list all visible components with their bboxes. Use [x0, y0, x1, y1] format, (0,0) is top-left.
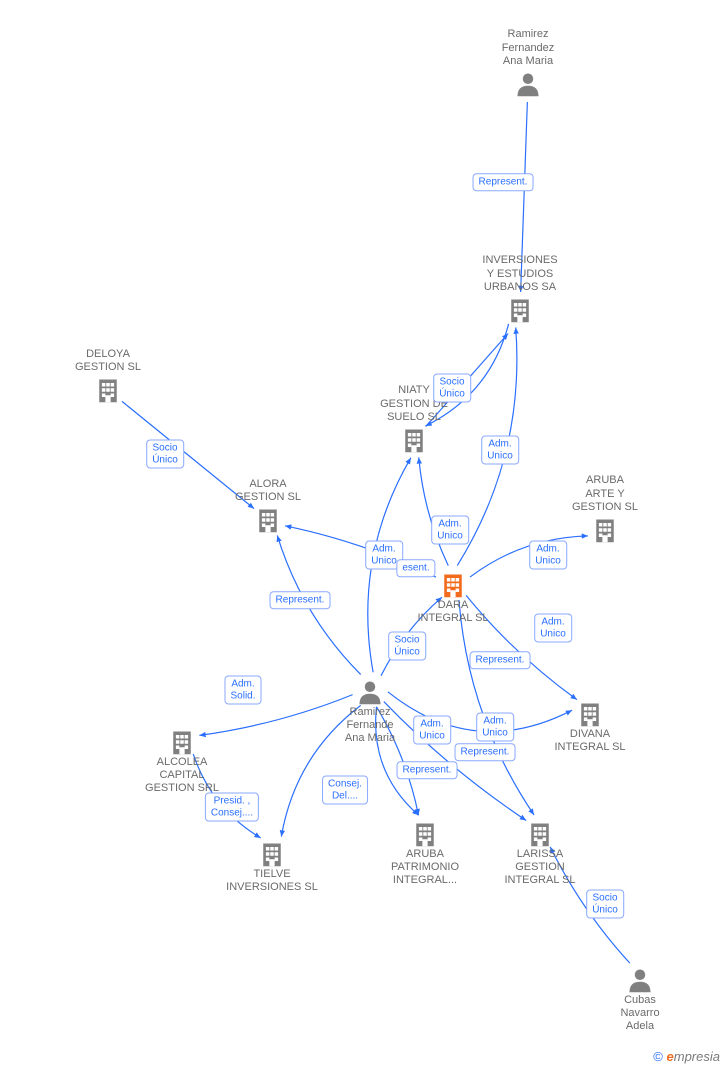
node-c_aruba_pat: ARUBA PATRIMONIO INTEGRAL...	[370, 818, 480, 888]
edge	[459, 600, 534, 815]
copyright-symbol: ©	[653, 1049, 663, 1064]
building-icon	[254, 506, 282, 534]
copyright: © empresia	[653, 1049, 720, 1064]
building-icon	[526, 820, 554, 848]
node-c_inv: INVERSIONES Y ESTUDIOS URBANOS SA	[465, 254, 575, 324]
building-icon	[94, 376, 122, 404]
building-icon	[576, 700, 604, 728]
node-c_alora: ALORA GESTION SL	[213, 478, 323, 534]
node-label: Ramirez Fernande Ana Maria	[315, 706, 425, 746]
building-icon	[439, 571, 467, 599]
node-label: ARUBA ARTE Y GESTION SL	[550, 474, 660, 514]
edge-label: Adm. Unico	[413, 716, 451, 745]
building-icon	[411, 820, 439, 848]
edge-label: Adm. Unico	[431, 516, 469, 545]
person-icon	[514, 70, 542, 98]
node-c_aruba_arte: ARUBA ARTE Y GESTION SL	[550, 474, 660, 544]
edge-label: Represent.	[397, 761, 458, 779]
node-c_tielve: TIELVE INVERSIONES SL	[217, 838, 327, 894]
node-label: Cubas Navarro Adela	[585, 994, 695, 1034]
node-label: INVERSIONES Y ESTUDIOS URBANOS SA	[465, 254, 575, 294]
node-p2: Ramirez Fernande Ana Maria	[315, 676, 425, 746]
node-label: ALCOLEA CAPITAL GESTION SRL	[127, 756, 237, 796]
building-icon	[258, 840, 286, 868]
node-label: ARUBA PATRIMONIO INTEGRAL...	[370, 848, 480, 888]
edge-label: Socio Único	[388, 632, 426, 661]
node-c_dara: DARA INTEGRAL SL	[398, 569, 508, 625]
building-icon	[168, 728, 196, 756]
person-icon	[356, 678, 384, 706]
edge-label: Socio Único	[586, 890, 624, 919]
node-label: DELOYA GESTION SL	[53, 348, 163, 374]
edge	[419, 457, 449, 565]
edge-label: Adm. Unico	[481, 436, 519, 465]
node-label: TIELVE INVERSIONES SL	[217, 868, 327, 894]
node-label: DARA INTEGRAL SL	[398, 599, 508, 625]
edge-label: Represent.	[270, 591, 331, 609]
brand-initial: e	[667, 1049, 674, 1064]
node-c_alcolea: ALCOLEA CAPITAL GESTION SRL	[127, 726, 237, 796]
node-label: DIVANA INTEGRAL SL	[535, 728, 645, 754]
building-icon	[400, 426, 428, 454]
node-c_deloya: DELOYA GESTION SL	[53, 348, 163, 404]
edge-label: Adm. Unico	[529, 541, 567, 570]
person-icon	[626, 966, 654, 994]
edge-label: Represent.	[455, 743, 516, 761]
edge-label: Adm. Unico	[476, 713, 514, 742]
edge-label: Represent.	[470, 651, 531, 669]
building-icon	[506, 296, 534, 324]
node-label: LARISSA GESTION INTEGRAL SL	[485, 848, 595, 888]
node-label: Ramirez Fernandez Ana Maria	[473, 28, 583, 68]
edge-label: Presid. , Consej....	[205, 793, 259, 822]
edge-label: Adm. Solid.	[224, 676, 261, 705]
diagram-canvas: Ramirez Fernandez Ana Maria INVERSIONES …	[0, 0, 728, 1070]
edge-label: Socio Único	[433, 374, 471, 403]
node-p1: Ramirez Fernandez Ana Maria	[473, 28, 583, 98]
edge-label: esent.	[396, 559, 435, 577]
node-c_divana: DIVANA INTEGRAL SL	[535, 698, 645, 754]
brand-rest: mpresia	[674, 1049, 720, 1064]
node-c_larissa: LARISSA GESTION INTEGRAL SL	[485, 818, 595, 888]
node-label: ALORA GESTION SL	[213, 478, 323, 504]
edge-label: Adm. Unico	[534, 614, 572, 643]
node-p3: Cubas Navarro Adela	[585, 964, 695, 1034]
edge-label: Socio Único	[146, 440, 184, 469]
building-icon	[591, 516, 619, 544]
edge-label: Consej. Del....	[322, 776, 368, 805]
edge-label: Represent.	[473, 173, 534, 191]
